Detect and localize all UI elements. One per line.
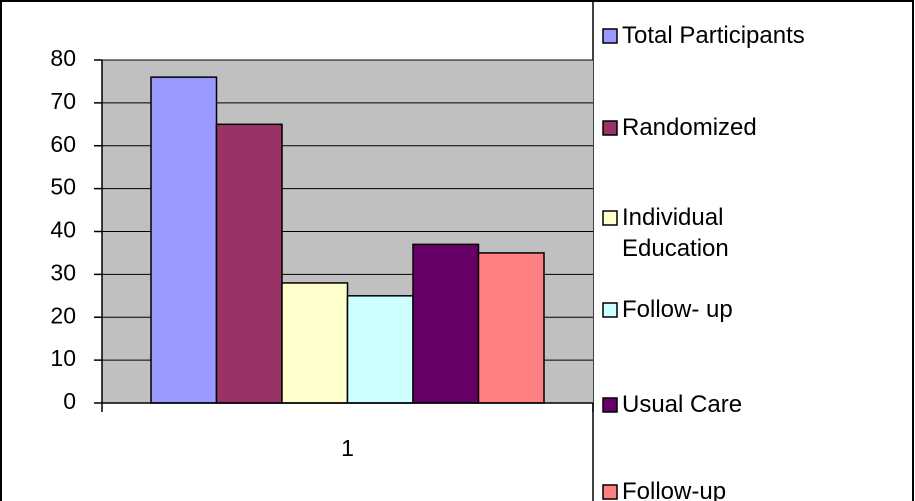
bar [412,243,480,404]
legend-label: Individual Education [622,204,729,262]
y-tick-label: 70 [50,88,76,114]
legend-label: Usual Care [622,391,743,418]
legend-label: Total Participants [622,22,805,49]
bar [215,123,283,404]
legend-label: Follow-up [622,478,727,501]
legend-label: Follow- up [622,296,733,323]
legend-label: Randomized [622,114,757,141]
y-tick-label: 10 [50,345,76,371]
bar [346,295,414,404]
x-tick-label: 1 [341,435,354,461]
legend-swatch [602,120,618,136]
legend-swatch [602,484,618,500]
y-tick-label: 80 [50,45,76,71]
y-tick-label: 30 [50,259,76,285]
legend-swatch [602,28,618,44]
legend-swatch [602,210,618,226]
bar [150,76,218,404]
y-tick-label: 50 [50,174,76,200]
legend-swatch [602,397,618,413]
y-tick-label: 0 [63,388,76,414]
y-tick-label: 40 [50,217,76,243]
bar [477,252,545,404]
y-tick-label: 20 [50,302,76,328]
bar [281,282,349,404]
legend-swatch [602,302,618,318]
y-tick-label: 60 [50,131,76,157]
